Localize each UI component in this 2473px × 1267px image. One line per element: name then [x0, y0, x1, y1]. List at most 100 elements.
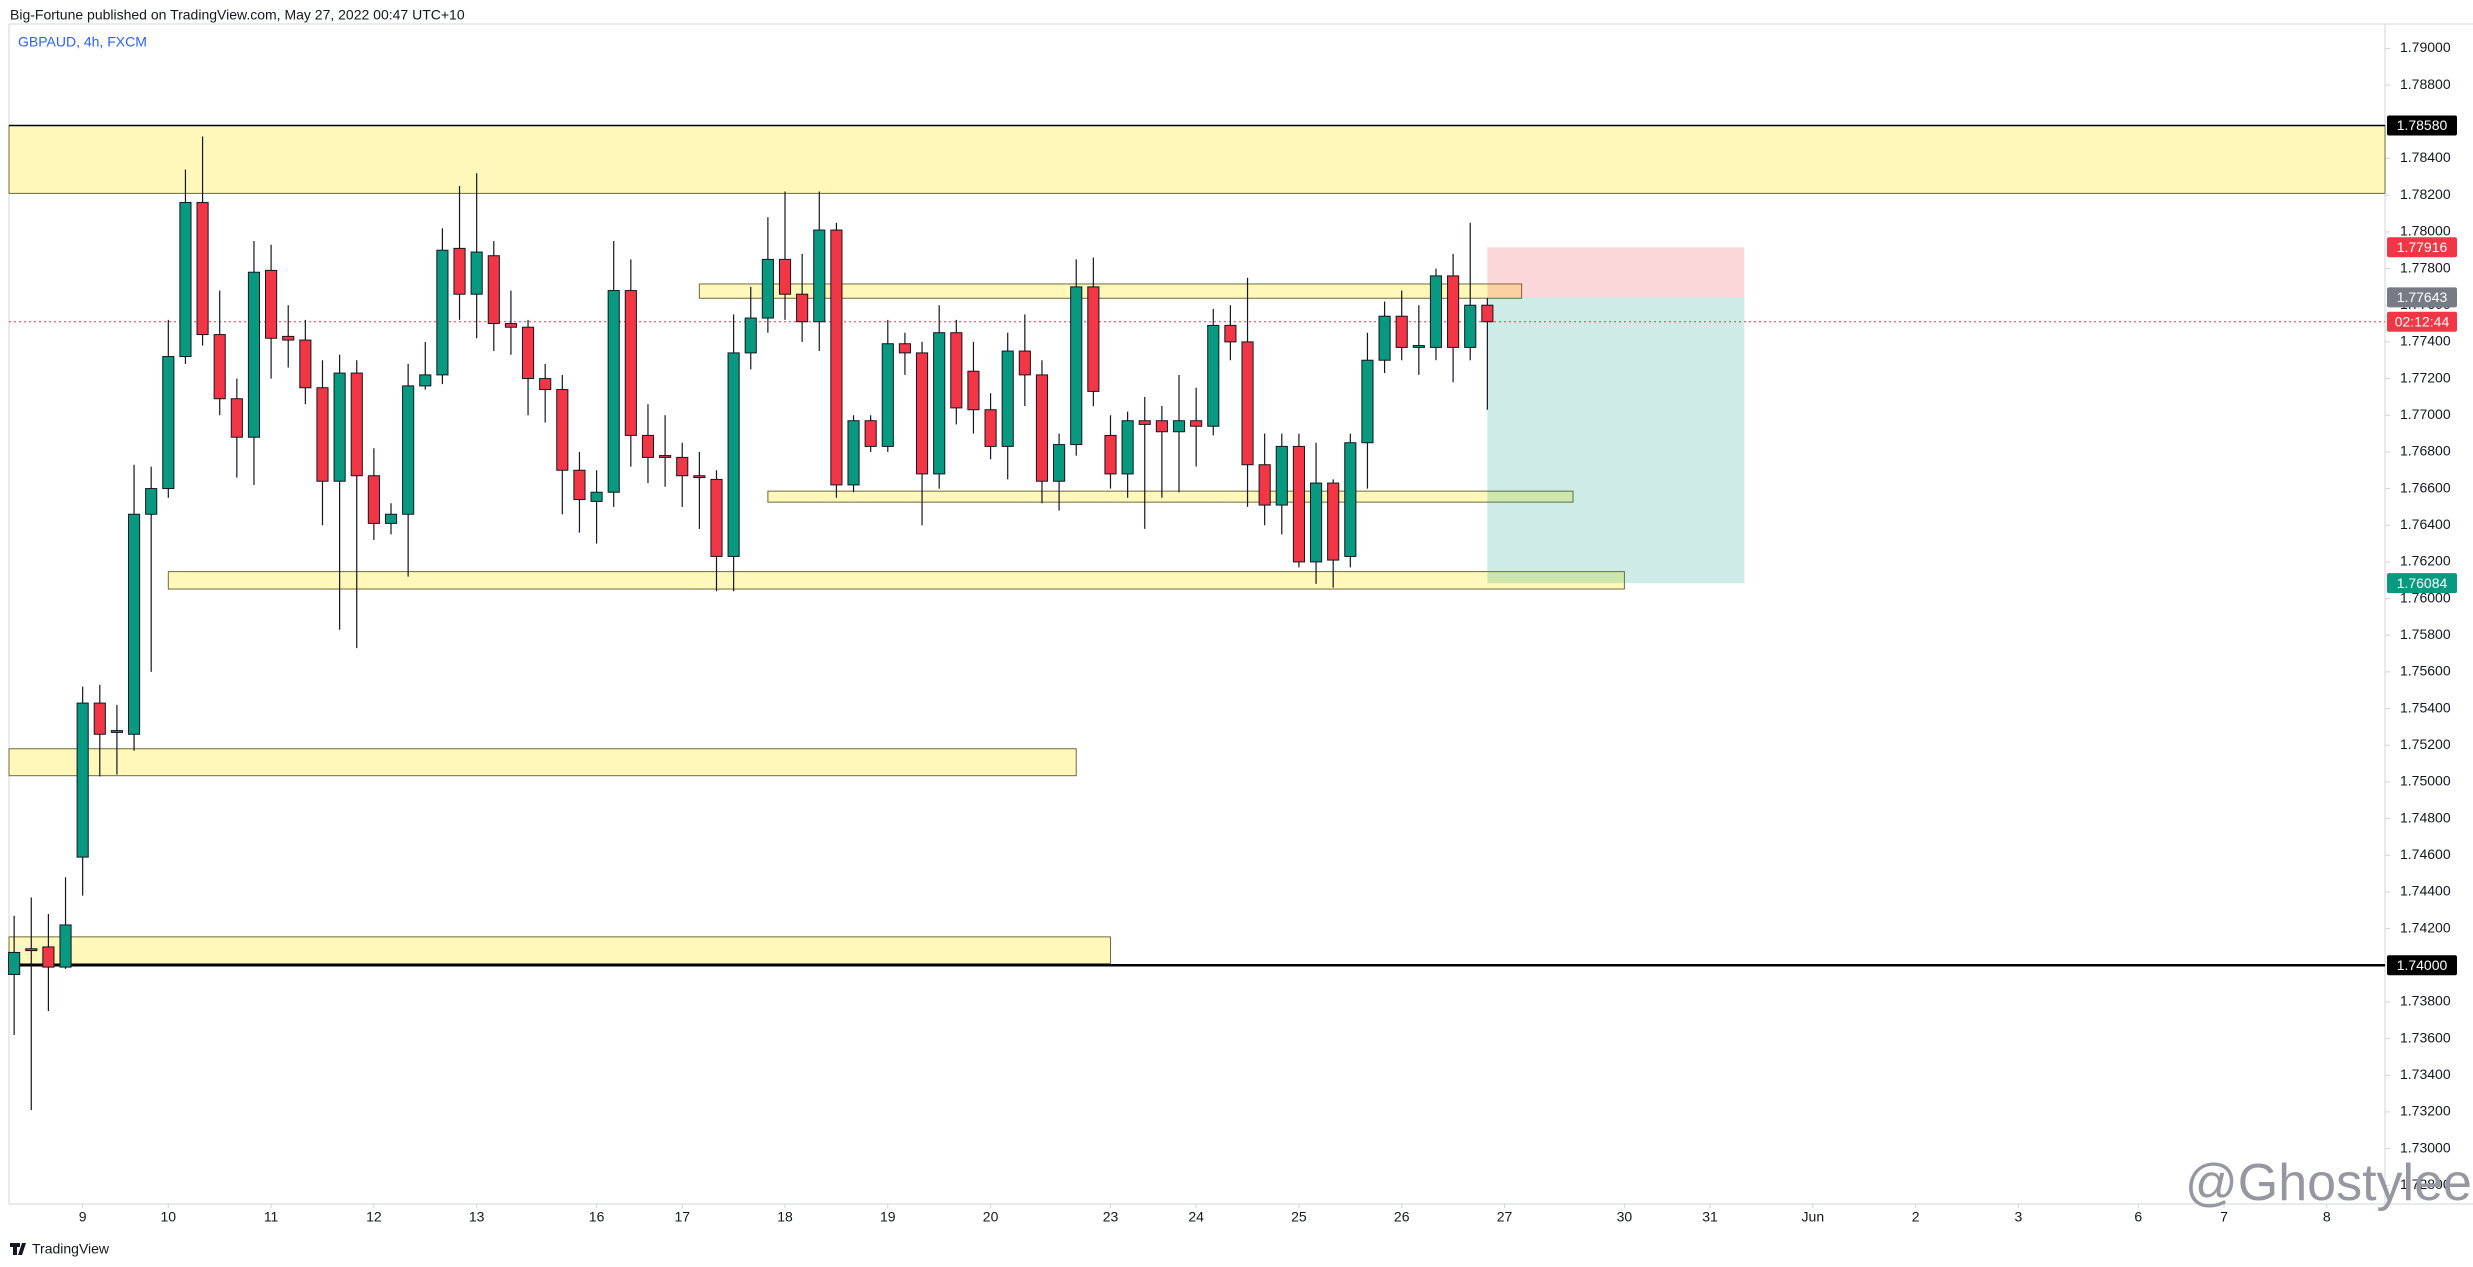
candle-body — [659, 455, 672, 458]
candle-body — [710, 478, 723, 557]
candle-body — [1309, 482, 1323, 563]
candle-body — [744, 317, 757, 354]
candle-body — [453, 247, 466, 295]
x-tick-label: 17 — [674, 1209, 690, 1225]
x-tick-label: 2 — [1912, 1209, 1920, 1225]
x-tick-label: Jun — [1802, 1209, 1825, 1225]
candle-body — [59, 924, 72, 968]
x-tick-label: 19 — [880, 1209, 896, 1225]
candle-body — [504, 323, 517, 328]
candle-body — [93, 702, 106, 735]
candle-body — [556, 389, 569, 471]
y-tick-label: 1.76000 — [2400, 589, 2451, 605]
candle-body — [933, 332, 946, 475]
candle-body — [1224, 324, 1237, 343]
y-tick-label: 1.75400 — [2400, 699, 2451, 715]
x-tick-label: 6 — [2134, 1209, 2142, 1225]
candle-body — [25, 948, 38, 952]
level-tag: 1.78580 — [2397, 117, 2448, 133]
supply-demand-zone — [8, 125, 2386, 194]
candle-body — [1001, 350, 1014, 447]
candle-body — [915, 352, 929, 475]
candle-body — [727, 352, 740, 557]
candle-body — [350, 372, 363, 477]
y-tick-label: 1.76800 — [2400, 443, 2451, 459]
candle-body — [676, 456, 689, 477]
y-tick-label: 1.76600 — [2400, 479, 2451, 495]
x-tick-label: 18 — [777, 1209, 793, 1225]
y-tick-label: 1.73800 — [2400, 993, 2451, 1009]
y-tick-label: 1.75000 — [2400, 773, 2451, 789]
watermark: @Ghostylee — [2185, 1154, 2472, 1212]
x-tick-label: 3 — [2015, 1209, 2023, 1225]
y-tick-label: 1.76200 — [2400, 553, 2451, 569]
y-tick-label: 1.74800 — [2400, 809, 2451, 825]
supply-demand-zone — [8, 748, 1077, 777]
candle-body — [1258, 464, 1271, 506]
candle-body — [984, 409, 997, 447]
candle-body — [967, 370, 980, 411]
candle-body — [1429, 275, 1443, 348]
x-tick-label: 27 — [1497, 1209, 1513, 1225]
candle-body — [487, 255, 500, 325]
candle-body — [1121, 420, 1134, 475]
y-tick-label: 1.78000 — [2400, 223, 2451, 239]
candle-body — [1464, 304, 1477, 348]
y-tick-label: 1.73400 — [2400, 1066, 2451, 1082]
publisher-line: Big-Fortune published on TradingView.com… — [10, 7, 465, 23]
candle-body — [384, 513, 398, 524]
candle-body — [8, 951, 21, 975]
candle-body — [624, 290, 637, 436]
candle-body — [1481, 304, 1494, 323]
candle-body — [127, 513, 141, 735]
x-tick-label: 7 — [2220, 1209, 2228, 1225]
y-tick-label: 1.75600 — [2400, 663, 2451, 679]
y-tick-label: 1.78200 — [2400, 186, 2451, 202]
candle-body — [950, 332, 963, 409]
y-tick-label: 1.77800 — [2400, 259, 2451, 275]
candle-body — [1395, 315, 1408, 348]
candle-body — [179, 202, 192, 358]
y-tick-label: 1.78800 — [2400, 76, 2451, 92]
x-tick-label: 26 — [1394, 1209, 1410, 1225]
candle-body — [1155, 420, 1168, 433]
candle-body — [1241, 341, 1254, 466]
candle-body — [1378, 315, 1391, 361]
candle-body — [898, 343, 911, 354]
candle-body — [1344, 442, 1357, 557]
x-tick-label: 8 — [2323, 1209, 2331, 1225]
candle-body — [145, 488, 158, 515]
candle-body — [693, 475, 706, 479]
candle-body — [778, 258, 792, 295]
x-tick-label: 24 — [1188, 1209, 1204, 1225]
level-tag-bg — [2387, 115, 2457, 136]
y-tick-label: 1.74200 — [2400, 919, 2451, 935]
candle-body — [1018, 350, 1031, 376]
y-tick-label: 1.79000 — [2400, 39, 2451, 55]
candle-body — [830, 229, 843, 486]
y-tick-label: 1.78400 — [2400, 149, 2451, 165]
entry-tag: 1.77643 — [2397, 289, 2448, 305]
x-tick-label: 25 — [1291, 1209, 1307, 1225]
candle-body — [299, 339, 312, 389]
candle-body — [213, 334, 226, 400]
x-tick-label: 10 — [161, 1209, 177, 1225]
level-tag: 1.74000 — [2397, 957, 2448, 973]
candle-body — [641, 434, 655, 458]
candle-body — [470, 251, 483, 295]
x-tick-label: 12 — [366, 1209, 382, 1225]
y-tick-label: 1.77200 — [2400, 369, 2451, 385]
candle-body — [1035, 374, 1049, 482]
y-tick-label: 1.75200 — [2400, 736, 2451, 752]
candle-body — [367, 475, 380, 524]
y-tick-label: 1.77000 — [2400, 406, 2451, 422]
candle-body — [607, 290, 620, 493]
candle-body — [110, 730, 123, 733]
candle-body — [265, 269, 278, 339]
candle-body — [196, 202, 209, 336]
stop-area — [1487, 247, 1745, 298]
candle-body — [1070, 286, 1083, 446]
tradingview-logo — [10, 1243, 26, 1255]
countdown-tag: 02:12:44 — [2395, 313, 2450, 329]
